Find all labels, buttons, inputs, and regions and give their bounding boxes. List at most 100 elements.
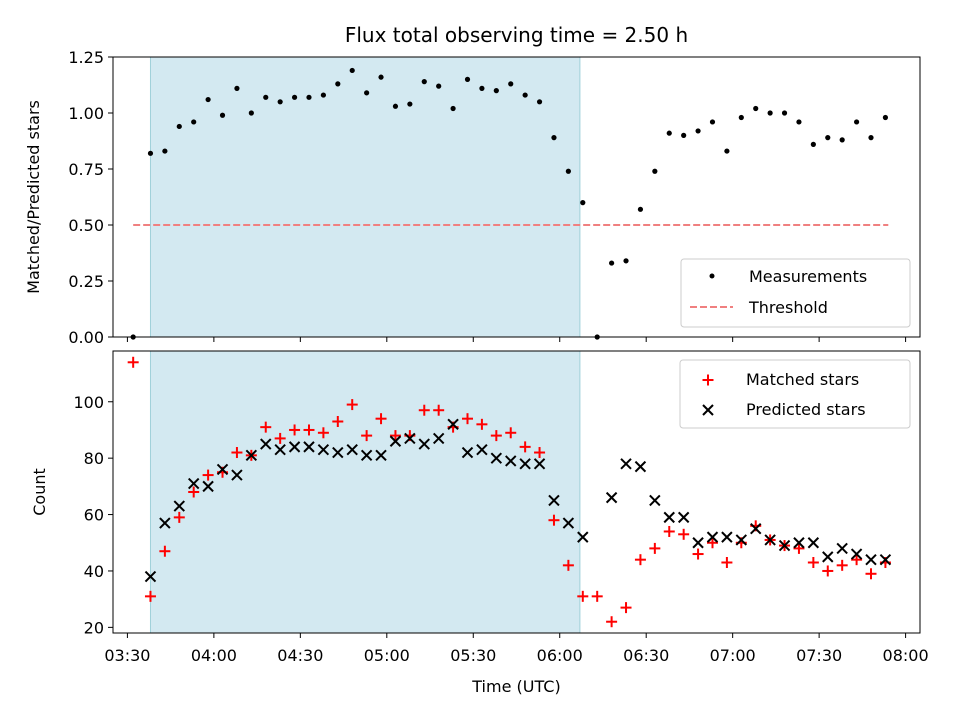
predicted-star-point — [187, 477, 200, 490]
measurement-point — [709, 119, 716, 125]
measurement-point — [407, 101, 413, 107]
predicted-star-point — [677, 511, 690, 524]
predicted-star-point — [375, 449, 387, 462]
measurement-point — [551, 135, 557, 141]
predicted-star-point — [476, 443, 488, 456]
matched-star-point — [202, 469, 214, 481]
observing-window-shade — [149, 56, 581, 338]
measurement-point — [450, 105, 456, 112]
ratio-y-tick-label: 0.50 — [68, 216, 104, 235]
matched-star-point — [534, 447, 546, 459]
matched-star-point — [634, 554, 646, 566]
predicted-star-point — [288, 441, 301, 453]
predicted-star-point — [793, 537, 805, 549]
ratio-x-ticks — [126, 337, 907, 342]
matched-star-point — [231, 447, 243, 459]
count-x-tick-label: 06:30 — [623, 646, 669, 665]
measurement-point — [810, 141, 816, 147]
measurement-point — [234, 85, 240, 91]
predicted-star-point — [562, 517, 575, 529]
predicted-star-point — [505, 455, 517, 467]
measurement-point — [796, 119, 802, 125]
matched-star-point — [519, 441, 531, 453]
predicted-star-point — [620, 458, 632, 470]
measurement-point — [781, 110, 788, 116]
measurement-point — [464, 76, 471, 82]
predicted-star-point — [447, 418, 459, 431]
ratio-y-ticks: 0.00 0.25 0.50 0.75 1.00 1.25 — [68, 48, 113, 347]
predicted-star-point — [360, 449, 373, 462]
ratio-panel: 0.00 0.25 0.50 0.75 1.00 1.25 Flux total obse… — [24, 23, 921, 347]
predicted-star-point — [274, 443, 286, 456]
measurement-point — [248, 110, 254, 116]
matched-star-point — [865, 568, 877, 580]
count-x-tick-label: 03:30 — [104, 646, 150, 665]
predicted-star-point — [404, 432, 416, 445]
matched-star-point — [591, 590, 603, 602]
measurement-point — [853, 119, 860, 125]
measurement-point — [364, 90, 370, 96]
matched-star-point — [721, 557, 733, 568]
predicted-star-point — [461, 446, 474, 459]
matched-star-point — [577, 590, 589, 602]
predicted-star-point — [605, 491, 618, 504]
ratio-y-tick-label: 1.25 — [68, 48, 104, 67]
legend-entry-threshold: Threshold — [748, 298, 828, 317]
measurement-point — [176, 123, 182, 130]
measurement-point — [738, 114, 744, 121]
x-axis-label: Time (UTC) — [471, 677, 560, 696]
matched-star-point — [289, 424, 301, 436]
measurement-point — [695, 128, 701, 134]
matched-star-point — [548, 514, 560, 526]
ratio-legend-box — [680, 258, 911, 328]
count-x-tick-label: 04:00 — [191, 646, 237, 665]
predicted-star-point — [634, 460, 647, 473]
count-y-tick-label: 100 — [73, 393, 104, 412]
measurement-point — [522, 92, 528, 98]
matched-star-point — [692, 548, 704, 560]
chart-title: Flux total observing time = 2.50 h — [345, 23, 688, 47]
predicted-star-point — [778, 539, 791, 552]
measurement-point — [753, 105, 759, 112]
measurement-point — [623, 258, 629, 264]
predicted-star-point — [850, 548, 863, 560]
ratio-legend: Measurements Threshold — [680, 258, 911, 328]
matched-star-point — [375, 413, 387, 425]
measurement-point — [609, 260, 615, 266]
predicted-star-point — [346, 443, 358, 456]
predicted-star-point — [432, 432, 445, 445]
matched-star-point — [274, 432, 286, 444]
legend-plus-marker — [702, 374, 714, 386]
measurement-point — [306, 94, 312, 100]
predicted-star-point — [649, 494, 661, 507]
predicted-star-point — [389, 435, 402, 447]
predicted-star-point — [750, 522, 762, 535]
measurement-point — [436, 83, 442, 89]
legend-x-marker — [702, 404, 714, 416]
matched-star-point — [332, 416, 344, 427]
matched-star-point — [303, 424, 315, 436]
predicted-star-point — [865, 553, 877, 566]
predicted-star-point — [822, 551, 834, 563]
predicted-star-point — [548, 494, 560, 507]
matched-star-point — [188, 486, 200, 498]
measurement-point — [349, 67, 355, 74]
measurement-point — [493, 88, 499, 94]
predicted-star-point — [577, 531, 589, 543]
matched-star-point — [505, 427, 517, 439]
predicted-star-point — [332, 446, 344, 459]
matched-star-point — [562, 559, 574, 571]
count-legend: Matched stars Predicted stars — [679, 359, 911, 429]
matched-star-point — [678, 528, 690, 540]
measurement-point — [335, 81, 341, 87]
predicted-star-point — [216, 463, 229, 476]
predicted-star-point — [144, 570, 157, 583]
ratio-y-tick-label: 0.25 — [68, 272, 104, 291]
legend-dot-marker — [709, 273, 715, 279]
measurement-point — [162, 148, 168, 154]
predicted-star-point — [202, 480, 214, 493]
measurement-point — [724, 148, 730, 154]
predicted-star-point — [879, 553, 892, 566]
predicted-star-point — [159, 517, 171, 529]
measurement-point — [882, 114, 889, 121]
